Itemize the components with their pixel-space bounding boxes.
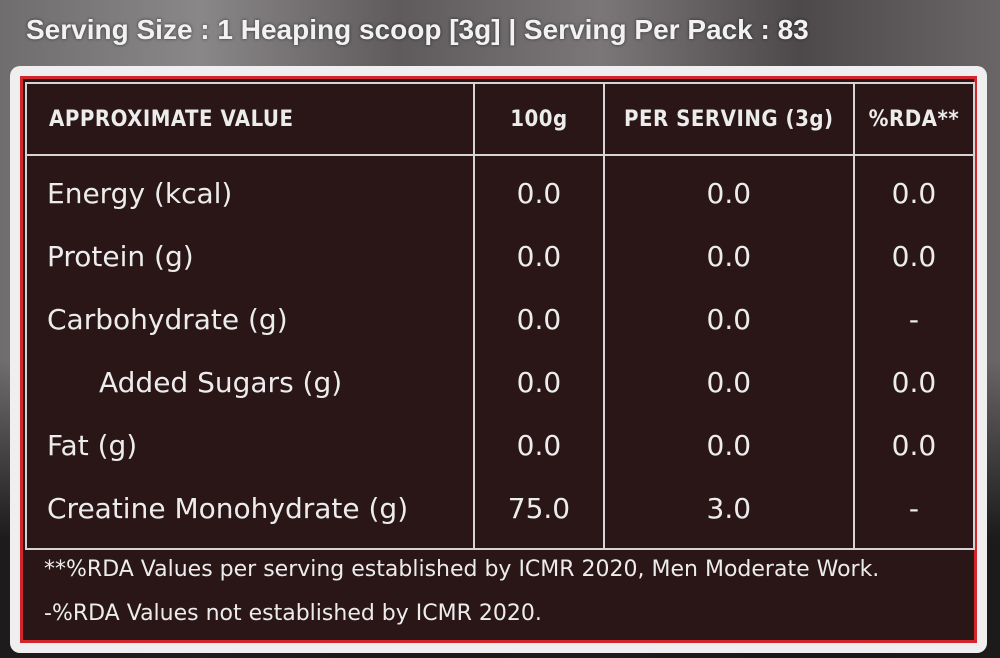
table-row: Protein (g) 0.0 0.0 0.0 [24, 225, 976, 288]
value-100g: 0.0 [473, 414, 605, 477]
value-per-serving: 0.0 [602, 414, 855, 477]
value-per-serving: 0.0 [602, 225, 855, 288]
col-header-100g: 100g [473, 82, 605, 156]
nutrient-name: Added Sugars (g) [24, 351, 476, 414]
table-row: Energy (kcal) 0.0 0.0 0.0 [24, 154, 976, 225]
value-per-serving: 0.0 [602, 154, 855, 225]
value-rda: 0.0 [852, 225, 976, 288]
value-rda: - [852, 288, 976, 351]
table-row: Creatine Monohydrate (g) 75.0 3.0 - [24, 477, 976, 550]
value-rda: 0.0 [852, 154, 976, 225]
col-header-rda: %RDA** [852, 82, 976, 156]
value-rda: - [852, 477, 976, 550]
value-rda: 0.0 [852, 351, 976, 414]
footnote-rda-established: **%RDA Values per serving established by… [44, 557, 880, 582]
value-rda: 0.0 [852, 414, 976, 477]
nutrient-name: Energy (kcal) [24, 154, 476, 225]
col-header-approximate-value: APPROXIMATE VALUE [24, 82, 476, 156]
nutrient-name: Creatine Monohydrate (g) [24, 477, 476, 550]
value-100g: 0.0 [473, 351, 605, 414]
table-header-row: APPROXIMATE VALUE 100g PER SERVING (3g) … [24, 82, 976, 156]
value-per-serving: 3.0 [602, 477, 855, 550]
value-per-serving: 0.0 [602, 351, 855, 414]
nutrient-name: Fat (g) [24, 414, 476, 477]
table-row: Fat (g) 0.0 0.0 0.0 [24, 414, 976, 477]
nutrition-table: APPROXIMATE VALUE 100g PER SERVING (3g) … [24, 82, 976, 550]
nutrient-name: Protein (g) [24, 225, 476, 288]
value-100g: 0.0 [473, 154, 605, 225]
footnotes: **%RDA Values per serving established by… [44, 548, 964, 636]
table-row: Added Sugars (g) 0.0 0.0 0.0 [24, 351, 976, 414]
serving-size-header: Serving Size : 1 Heaping scoop [3g] | Se… [26, 14, 809, 45]
col-header-per-serving: PER SERVING (3g) [602, 82, 855, 156]
value-100g: 0.0 [473, 288, 605, 351]
value-per-serving: 0.0 [602, 288, 855, 351]
footnote-rda-not-established: -%RDA Values not established by ICMR 202… [44, 601, 542, 626]
nutrient-name: Carbohydrate (g) [24, 288, 476, 351]
value-100g: 75.0 [473, 477, 605, 550]
value-100g: 0.0 [473, 225, 605, 288]
table-row: Carbohydrate (g) 0.0 0.0 - [24, 288, 976, 351]
